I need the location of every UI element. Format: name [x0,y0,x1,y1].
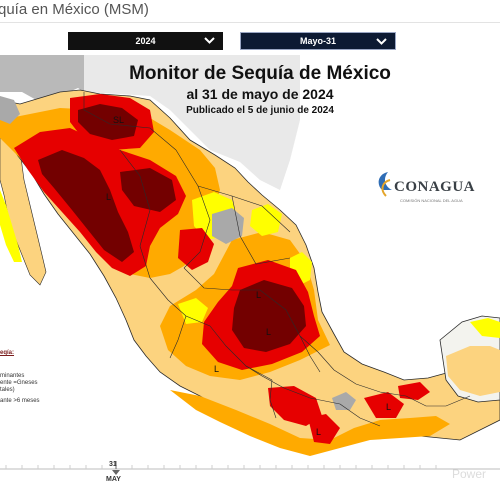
timeline-ticks [5,461,437,469]
water-body-west [0,96,20,124]
exceptional-sonora [38,150,134,262]
extreme-guerrero [268,386,322,426]
date-select[interactable]: Mayo-31 [240,32,396,50]
region-label-l: L [256,290,261,300]
dry-coahuila [250,204,282,236]
exceptional-chihuahua [120,168,176,212]
timeline-month-label: MAY [106,476,121,483]
conagua-name: CONAGUA [394,178,475,195]
conagua-tagline: COMISIÓN NACIONAL DEL AGUA [400,198,463,203]
extreme-east [398,382,430,400]
extreme-north-central [178,228,214,270]
chevron-down-icon [376,38,387,45]
chevron-down-icon [204,37,215,44]
powered-watermark: Power [452,467,487,481]
region-label-l: L [266,327,271,337]
timeline-axis[interactable] [0,455,500,500]
timeline-day-label: 31 [109,461,117,468]
drought-map[interactable]: SL L L L L L L [0,55,500,500]
severe-south [170,390,450,456]
map-published: Publicado el 5 de junio de 2024 [186,105,334,116]
usa-land [0,55,84,102]
exceptional-central [232,280,306,352]
exceptional-north [78,104,138,140]
legend-line: ente =Gneses [0,380,38,386]
date-select-value: Mayo-31 [299,36,336,46]
region-labels: SL L L L L L L [106,115,391,437]
timeline-marker[interactable] [112,470,120,475]
extreme-oaxaca [364,392,404,418]
conagua-logo: CONAGUA COMISIÓN NACIONAL DEL AGUA [376,174,475,204]
water-body-south [332,392,356,410]
page-title: quía en México (MSM) [0,1,149,18]
year-select[interactable]: 2024 [68,32,223,50]
dry-yucatan [470,318,500,338]
region-label-l: L [106,192,111,202]
usa-land-east [84,55,300,190]
page-header: quía en México (MSM) [0,0,500,23]
baja-abnormal-dry [0,190,22,262]
region-label-l: L [386,402,391,412]
state-borders [83,92,471,427]
legend-heading: eqía: [0,350,15,356]
year-select-value: 2024 [135,36,156,46]
region-label-sl: SL [113,115,124,125]
map-subtitle: al 31 de mayo de 2024 [186,86,334,102]
extreme-chiapas [308,414,340,444]
map-title: Monitor de Sequía de México [129,63,391,84]
region-label-l: L [316,427,321,437]
legend-line: minantes [0,373,25,379]
yucatan-moderate [446,346,500,396]
legend-line: ante >6 meses [0,398,40,404]
legend-line: tales) [0,387,15,393]
region-label-l: L [214,364,219,374]
conagua-logo-icon [378,172,392,197]
